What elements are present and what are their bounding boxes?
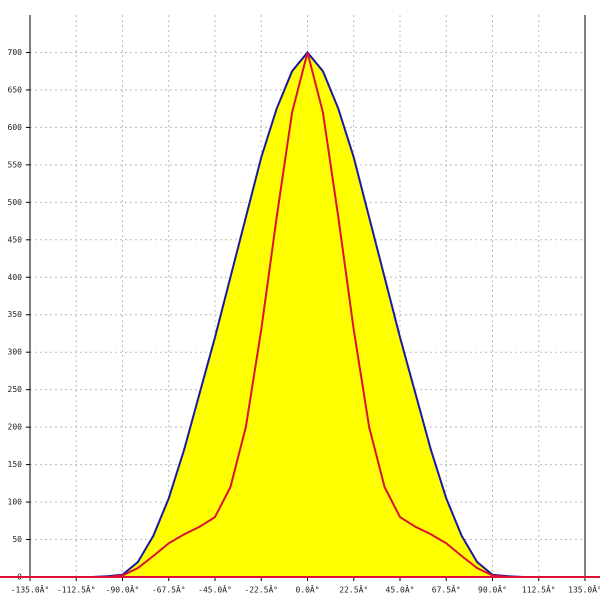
y-tick-label: 200 xyxy=(8,423,23,432)
x-tick-label: 112.5Â° xyxy=(522,584,556,595)
x-tick-label: 45.0Â° xyxy=(386,584,415,595)
y-tick-label: 350 xyxy=(8,310,23,319)
series-line xyxy=(91,52,524,578)
x-tick-label: -135.0Â° xyxy=(11,584,50,595)
x-tick-label: -67.5Â° xyxy=(152,584,186,595)
area-fill xyxy=(91,52,524,577)
x-tick-label: 90.0Â° xyxy=(478,584,507,595)
y-tick-label: 600 xyxy=(8,123,23,132)
y-tick-label: 100 xyxy=(8,498,23,507)
x-tick-label: -22.5Â° xyxy=(244,584,278,595)
x-tick-label: 135.0Â° xyxy=(568,584,600,595)
y-tick-label: 300 xyxy=(8,348,23,357)
y-tick-label: 150 xyxy=(8,460,23,469)
y-tick-label: 700 xyxy=(8,48,23,57)
x-tick-label: -112.5Â° xyxy=(57,584,96,595)
y-tick-label: 550 xyxy=(8,160,23,169)
y-tick-label: 500 xyxy=(8,198,23,207)
x-tick-label: -90.0Â° xyxy=(106,584,140,595)
y-tick-label: 400 xyxy=(8,273,23,282)
x-tick-label: -45.0Â° xyxy=(198,584,232,595)
x-tick-label: 0.0Â° xyxy=(295,584,319,595)
y-tick-label: 50 xyxy=(12,535,22,544)
y-tick-label: 450 xyxy=(8,235,23,244)
y-tick-label: 250 xyxy=(8,385,23,394)
y-tick-label: 650 xyxy=(8,85,23,94)
x-tick-label: 67.5Â° xyxy=(432,584,461,595)
x-tick-label: 22.5Â° xyxy=(339,584,368,595)
